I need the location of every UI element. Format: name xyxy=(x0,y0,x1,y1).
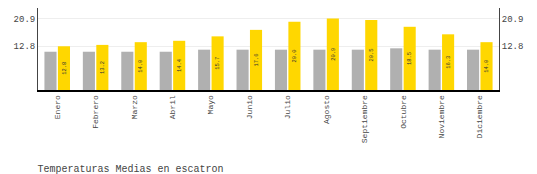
svg-text:Julio: Julio xyxy=(283,95,292,119)
svg-text:Febrero: Febrero xyxy=(91,95,100,129)
svg-text:12.8: 12.8 xyxy=(14,42,36,52)
svg-text:14.4: 14.4 xyxy=(176,59,183,72)
svg-text:Abril: Abril xyxy=(168,95,177,119)
svg-text:Noviembre: Noviembre xyxy=(437,95,446,138)
svg-text:17.6: 17.6 xyxy=(253,53,260,66)
svg-text:Junio: Junio xyxy=(245,95,254,119)
svg-text:14.0: 14.0 xyxy=(483,60,490,73)
svg-text:20.9: 20.9 xyxy=(14,15,36,25)
svg-text:Enero: Enero xyxy=(53,95,62,119)
svg-text:15.7: 15.7 xyxy=(214,57,221,70)
svg-text:Agosto: Agosto xyxy=(322,95,331,124)
svg-text:Octubre: Octubre xyxy=(399,95,408,129)
svg-text:14.0: 14.0 xyxy=(137,60,144,73)
svg-text:20.0: 20.0 xyxy=(291,49,298,62)
svg-text:20.9: 20.9 xyxy=(502,15,524,25)
svg-text:Diciembre: Diciembre xyxy=(475,95,484,138)
svg-text:Mayo: Mayo xyxy=(206,95,215,114)
svg-text:12.8: 12.8 xyxy=(502,42,524,52)
svg-text:13.2: 13.2 xyxy=(99,61,106,74)
svg-text:16.3: 16.3 xyxy=(445,56,452,69)
svg-text:20.9: 20.9 xyxy=(330,48,337,61)
svg-text:12.8: 12.8 xyxy=(61,62,68,75)
svg-text:Temperaturas Medias en escatro: Temperaturas Medias en escatron xyxy=(38,164,224,174)
svg-text:18.5: 18.5 xyxy=(406,52,413,65)
svg-text:Marzo: Marzo xyxy=(130,95,139,119)
svg-text:20.5: 20.5 xyxy=(368,49,375,62)
svg-text:Septiembre: Septiembre xyxy=(360,95,369,143)
